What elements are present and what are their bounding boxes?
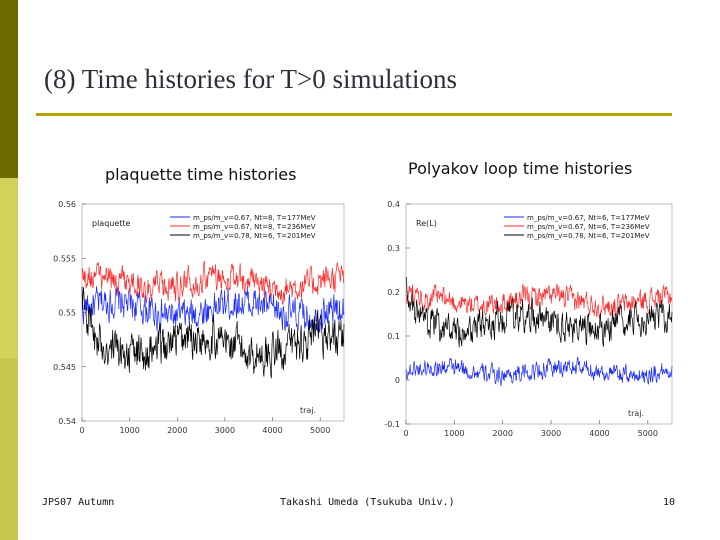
y-tick-label: 0.2: [387, 288, 400, 297]
series-line: [81, 286, 345, 379]
left-chart-caption: plaquette time histories: [105, 165, 297, 184]
x-tick-label: 4000: [589, 429, 609, 438]
y-tick-label: 0.545: [53, 363, 76, 372]
x-tick-label: 1000: [444, 429, 464, 438]
legend-entry: m_ps/m_v=0.67, Nt=8, T=236MeV: [193, 223, 316, 231]
page-number: 10: [663, 497, 676, 508]
sidebar-block-middle: [0, 178, 18, 358]
x-tick-label: 3000: [541, 429, 561, 438]
x-tick-label: 5000: [310, 426, 330, 435]
y-tick-label: 0.3: [387, 244, 400, 253]
series-line: [405, 283, 673, 318]
sidebar-block-top: [0, 0, 18, 178]
title-rule: [36, 113, 672, 116]
legend-entry: m_ps/m_v=0.67, Nt=6, T=236MeV: [527, 223, 650, 231]
legend-entry: m_ps/m_v=0.67, Nt=6, T=177MeV: [527, 214, 650, 222]
legend-entry: m_ps/m_v=0.78, Nt=6, T=201MeV: [527, 232, 650, 240]
x-tick-label: 2000: [493, 429, 513, 438]
sidebar-decoration: [0, 0, 18, 540]
y-tick-label: 0.555: [53, 254, 76, 263]
y-tick-label: 0.55: [58, 309, 76, 318]
y-tick-label: 0.54: [58, 417, 76, 426]
footer-author: Takashi Umeda (Tsukuba Univ.): [280, 497, 455, 508]
y-tick-label: -0.1: [384, 420, 400, 429]
sidebar-block-bottom: [0, 358, 18, 540]
legend-title: plaquette: [92, 219, 131, 228]
x-axis-label: traj.: [300, 406, 316, 415]
y-tick-label: 0: [395, 376, 400, 385]
x-tick-label: 0: [403, 429, 408, 438]
x-tick-label: 0: [79, 426, 84, 435]
legend-entry: m_ps/m_v=0.78, Nt=6, T=201MeV: [193, 232, 316, 240]
x-tick-label: 4000: [262, 426, 282, 435]
y-tick-label: 0.4: [387, 200, 400, 209]
x-tick-label: 3000: [215, 426, 235, 435]
series-line: [81, 260, 345, 306]
series-line: [405, 356, 673, 387]
slide-title: (8) Time histories for T>0 simulations: [44, 64, 457, 94]
x-axis-label: traj.: [628, 409, 644, 418]
footer-event: JPS07 Autumn: [42, 497, 115, 508]
y-tick-label: 0.1: [387, 332, 400, 341]
legend-entry: m_ps/m_v=0.67, Nt=8, T=177MeV: [193, 214, 316, 222]
x-tick-label: 2000: [167, 426, 187, 435]
right-chart-caption: Polyakov loop time histories: [408, 159, 633, 178]
legend-title: Re(L): [416, 219, 437, 228]
x-tick-label: 5000: [638, 429, 658, 438]
series-line: [405, 276, 673, 348]
plaquette-chart: 0.56 0.555 0.55 0.545 0.540 1000 2000 3000 4000 5…: [53, 200, 345, 435]
x-tick-label: 1000: [119, 426, 139, 435]
y-tick-label: 0.56: [58, 200, 76, 209]
polyakov-chart: 0.40.30.20.10-0.10 1000 2000 3000 4000 5000tr…: [384, 200, 673, 438]
